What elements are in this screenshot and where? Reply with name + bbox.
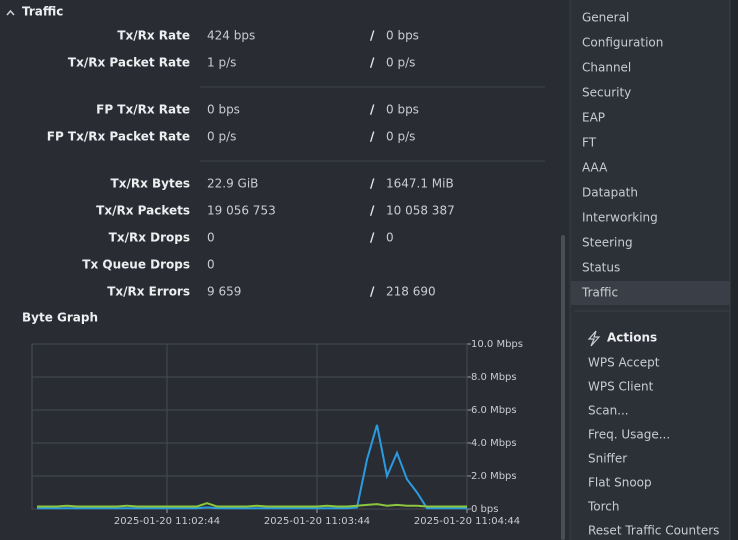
y-tick-label: 6.0 Mbps	[471, 405, 517, 416]
x-tick-label: 2025-01-20 11:02:44	[114, 516, 220, 527]
nav-item[interactable]: FT	[582, 136, 597, 150]
y-tick-label: 4.0 Mbps	[471, 438, 517, 449]
stat-rx: 1647.1 MiB	[386, 177, 454, 191]
separator: /	[370, 103, 375, 117]
nav-item[interactable]: Datapath	[582, 186, 638, 200]
nav-item[interactable]: Security	[582, 86, 631, 100]
stat-rx: 0 bps	[386, 103, 419, 117]
stat-tx: 424 bps	[207, 29, 255, 43]
stat-label: Tx/Rx Packets	[96, 204, 190, 218]
stat-label: Tx/Rx Bytes	[111, 177, 190, 191]
separator: /	[370, 285, 375, 299]
sidebar	[570, 0, 730, 540]
stat-tx: 0	[207, 231, 215, 245]
scrollbar[interactable]	[561, 235, 565, 540]
chart-title: Byte Graph	[22, 311, 98, 325]
stat-label: Tx/Rx Packet Rate	[68, 56, 190, 70]
nav-item[interactable]: Channel	[582, 61, 631, 75]
nav-item[interactable]: Configuration	[582, 36, 663, 50]
y-tick-label: 0 bps	[471, 504, 498, 515]
separator: /	[370, 231, 375, 245]
nav-item[interactable]: Traffic	[581, 286, 618, 300]
separator: /	[370, 56, 375, 70]
stat-rx: 0	[386, 231, 394, 245]
stat-rx: 10 058 387	[386, 204, 455, 218]
nav-item[interactable]: Status	[582, 261, 620, 275]
nav-item[interactable]: General	[582, 11, 629, 25]
stat-tx: 0 bps	[207, 103, 240, 117]
stat-tx: 19 056 753	[207, 204, 276, 218]
y-tick-label: 10.0 Mbps	[471, 339, 523, 350]
stat-rx: 0 p/s	[386, 56, 415, 70]
y-tick-label: 2.0 Mbps	[471, 471, 517, 482]
stat-label: Tx/Rx Drops	[109, 231, 190, 245]
action-item[interactable]: Freq. Usage...	[588, 428, 670, 442]
stat-tx: 0 p/s	[207, 130, 236, 144]
separator: /	[370, 29, 375, 43]
stat-tx: 22.9 GiB	[207, 177, 258, 191]
collapse-icon[interactable]	[6, 9, 15, 16]
nav-item[interactable]: Interworking	[582, 211, 658, 225]
stat-label: Tx/Rx Rate	[117, 29, 190, 43]
action-item[interactable]: Sniffer	[588, 452, 627, 466]
nav-item[interactable]: AAA	[582, 161, 608, 175]
stat-label: FP Tx/Rx Packet Rate	[47, 130, 190, 144]
stat-rx: 0 p/s	[386, 130, 415, 144]
actions-icon	[587, 330, 601, 347]
action-item[interactable]: WPS Accept	[588, 356, 660, 370]
series-line	[37, 502, 467, 508]
x-tick-label: 2025-01-20 11:03:44	[264, 516, 370, 527]
right-strip	[730, 0, 738, 540]
stat-label: Tx/Rx Errors	[107, 285, 190, 299]
actions-title: Actions	[607, 331, 657, 345]
nav-item[interactable]: EAP	[582, 111, 605, 125]
nav-item[interactable]: Steering	[582, 236, 633, 250]
action-item[interactable]: Flat Snoop	[588, 476, 652, 490]
action-item[interactable]: Scan...	[588, 404, 629, 418]
nav-selected	[571, 281, 730, 305]
stat-tx: 9 659	[207, 285, 241, 299]
main-panel	[0, 0, 570, 540]
action-item[interactable]: Torch	[587, 500, 620, 514]
section-title[interactable]: Traffic	[22, 5, 63, 19]
stat-label: Tx Queue Drops	[82, 258, 190, 272]
stat-rx: 218 690	[386, 285, 436, 299]
action-item[interactable]: Reset Traffic Counters	[588, 524, 719, 538]
stat-label: FP Tx/Rx Rate	[96, 103, 190, 117]
separator: /	[370, 204, 375, 218]
stat-rx: 0 bps	[386, 29, 419, 43]
y-tick-label: 8.0 Mbps	[471, 372, 517, 383]
separator: /	[370, 130, 375, 144]
action-item[interactable]: WPS Client	[588, 380, 654, 394]
stat-tx: 0	[207, 258, 215, 272]
stat-tx: 1 p/s	[207, 56, 236, 70]
series-line	[37, 424, 467, 510]
separator: /	[370, 177, 375, 191]
x-tick-label: 2025-01-20 11:04:44	[414, 516, 520, 527]
